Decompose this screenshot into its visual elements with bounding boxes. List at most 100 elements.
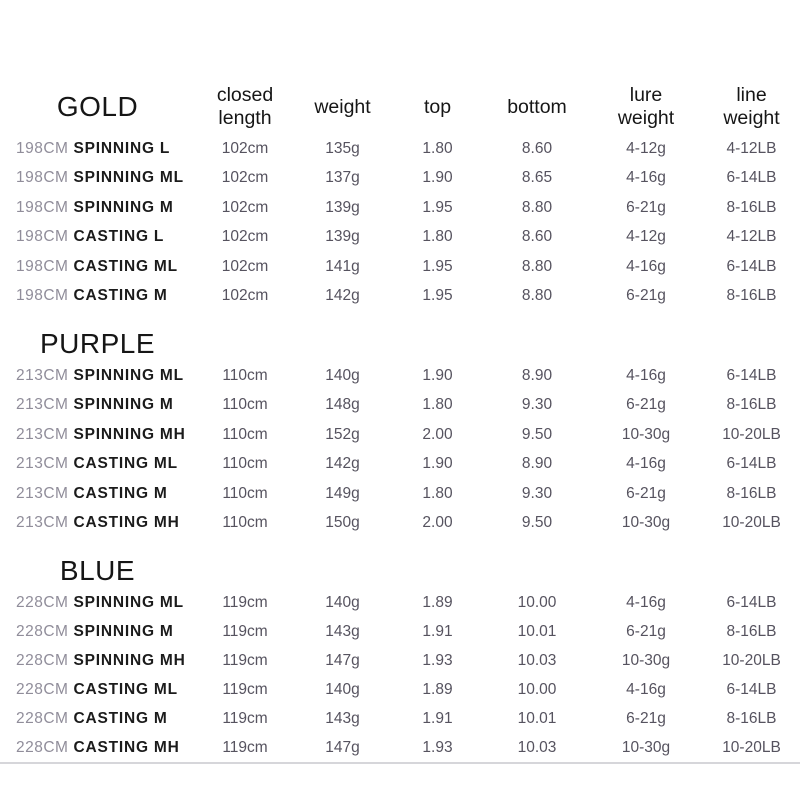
bottom-cell: 9.30	[521, 484, 553, 502]
bottom-cell: 8.65	[521, 169, 553, 187]
line-weight-cell: 6-14LB	[726, 593, 777, 611]
closed-length-cell: 110cm	[222, 484, 268, 502]
model-type: SPINNING ML	[73, 593, 184, 611]
weight-cell: 140g	[325, 366, 360, 384]
closed-length-cell: 110cm	[222, 396, 268, 414]
table-row: 198CM CASTING L 102cm 139g 1.80 8.60 4-12…	[0, 223, 800, 253]
model-cell: 228CM SPINNING M	[0, 623, 195, 641]
section-blue-rows: 228CM SPINNING ML 119cm 140g 1.89 10.00 4…	[0, 588, 800, 762]
model-type: CASTING MH	[73, 514, 180, 532]
model-type: CASTING M	[73, 484, 168, 502]
top-cell: 1.89	[422, 593, 453, 611]
model-type: CASTING ML	[73, 257, 178, 275]
table-row: 213CM CASTING ML 110cm 142g 1.90 8.90 4-1…	[0, 450, 800, 480]
model-cell: 213CM CASTING ML	[0, 455, 195, 473]
model-type: CASTING ML	[73, 455, 178, 473]
lure-weight-cell: 4-12g	[626, 228, 666, 246]
lure-weight-cell: 6-21g	[626, 396, 666, 414]
weight-cell: 149g	[325, 484, 360, 502]
weight-cell: 143g	[325, 709, 360, 727]
bottom-cell: 8.80	[521, 198, 553, 216]
line-weight-cell: 4-12LB	[726, 139, 777, 157]
closed-length-cell: 110cm	[222, 366, 268, 384]
bottom-cell: 10.00	[517, 593, 557, 611]
line-weight-cell: 8-16LB	[726, 709, 777, 727]
model-cell: 198CM SPINNING L	[0, 140, 195, 158]
weight-cell: 140g	[325, 680, 360, 698]
weight-cell: 147g	[325, 651, 360, 669]
top-cell: 1.80	[422, 139, 453, 157]
column-header-top: top	[423, 95, 452, 118]
column-header-lure-weight: lure weight	[617, 84, 675, 129]
lure-weight-cell: 6-21g	[626, 484, 666, 502]
model-cell: 213CM SPINNING ML	[0, 367, 195, 385]
lure-weight-cell: 6-21g	[626, 622, 666, 640]
model-cell: 198CM CASTING L	[0, 228, 195, 246]
table-row: 213CM SPINNING ML 110cm 140g 1.90 8.90 4-…	[0, 361, 800, 391]
closed-length-cell: 102cm	[221, 198, 269, 216]
table-row: 198CM SPINNING M 102cm 139g 1.95 8.80 6-2…	[0, 193, 800, 223]
weight-cell: 139g	[325, 228, 360, 246]
table-row: 213CM CASTING MH 110cm 150g 2.00 9.50 10-…	[0, 509, 800, 539]
line-weight-cell: 6-14LB	[726, 366, 777, 384]
closed-length-cell: 102cm	[221, 169, 269, 187]
table-row: 228CM CASTING MH 119cm 147g 1.93 10.03 10…	[0, 733, 800, 762]
line-weight-cell: 8-16LB	[726, 396, 777, 414]
section-title-blue: BLUE	[59, 555, 136, 586]
column-header-line-weight: line weight	[723, 84, 780, 129]
bottom-cell: 8.60	[521, 228, 553, 246]
closed-length-cell: 102cm	[221, 257, 269, 275]
table-row: 213CM SPINNING MH 110cm 152g 2.00 9.50 10…	[0, 420, 800, 450]
lure-weight-cell: 6-21g	[626, 287, 666, 305]
bottom-cell: 8.90	[521, 455, 553, 473]
top-cell: 2.00	[422, 514, 453, 532]
section-title-gold: GOLD	[56, 91, 139, 122]
model-size: 228CM	[16, 738, 69, 756]
model-cell: 213CM CASTING M	[0, 485, 195, 503]
bottom-cell: 9.50	[521, 514, 553, 532]
table-header-row: GOLD closed length weight top bottom lur…	[0, 80, 800, 134]
closed-length-cell: 119cm	[222, 622, 268, 640]
table-row: 228CM SPINNING MH 119cm 147g 1.93 10.03 1…	[0, 646, 800, 675]
line-weight-cell: 10-20LB	[722, 514, 781, 532]
table-row: 198CM CASTING M 102cm 142g 1.95 8.80 6-21…	[0, 282, 800, 312]
lure-weight-cell: 4-16g	[626, 169, 666, 187]
bottom-cell: 10.03	[517, 738, 557, 756]
weight-cell: 148g	[325, 396, 360, 414]
column-header-bottom: bottom	[507, 95, 567, 118]
model-type: CASTING L	[73, 228, 165, 246]
bottom-cell: 10.00	[517, 680, 557, 698]
model-type: CASTING M	[73, 709, 168, 727]
model-type: SPINNING L	[73, 139, 171, 157]
section-title-row: BLUE	[0, 554, 800, 588]
table-row: 228CM CASTING ML 119cm 140g 1.89 10.00 4-…	[0, 675, 800, 704]
lure-weight-cell: 4-16g	[626, 257, 666, 275]
bottom-cell: 8.60	[521, 139, 553, 157]
model-size: 228CM	[16, 622, 69, 640]
line-weight-cell: 8-16LB	[726, 622, 777, 640]
closed-length-cell: 119cm	[222, 593, 268, 611]
model-size: 198CM	[16, 257, 69, 275]
closed-length-cell: 102cm	[221, 139, 269, 157]
line-weight-cell: 6-14LB	[726, 169, 777, 187]
model-size: 213CM	[16, 484, 69, 502]
top-cell: 1.93	[422, 651, 453, 669]
top-cell: 1.93	[422, 738, 453, 756]
column-header-weight: weight	[314, 95, 371, 118]
weight-cell: 142g	[325, 287, 360, 305]
top-cell: 1.80	[422, 396, 453, 414]
lure-weight-cell: 10-30g	[621, 738, 671, 756]
lure-weight-cell: 6-21g	[626, 198, 666, 216]
line-weight-cell: 8-16LB	[726, 198, 777, 216]
model-size: 228CM	[16, 680, 69, 698]
model-size: 198CM	[16, 139, 69, 157]
top-cell: 1.91	[422, 709, 453, 727]
model-cell: 198CM CASTING M	[0, 287, 195, 305]
weight-cell: 152g	[325, 425, 360, 443]
weight-cell: 137g	[325, 169, 360, 187]
line-weight-cell: 6-14LB	[726, 455, 777, 473]
lure-weight-cell: 10-30g	[621, 514, 671, 532]
bottom-cell: 10.01	[517, 622, 557, 640]
model-type: SPINNING ML	[73, 169, 184, 187]
